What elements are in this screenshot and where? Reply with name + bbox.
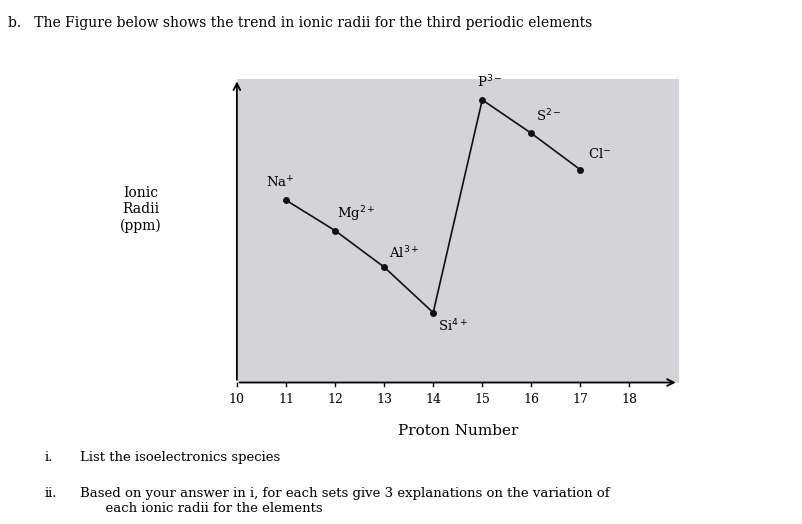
Text: S$^{2-}$: S$^{2-}$ (536, 107, 561, 124)
Text: List the isoelectronics species: List the isoelectronics species (80, 451, 280, 464)
Text: Ionic
Radii
(ppm): Ionic Radii (ppm) (119, 186, 161, 233)
Text: i.: i. (44, 451, 52, 464)
Text: P$^{3-}$: P$^{3-}$ (476, 74, 502, 91)
Text: Al$^{3+}$: Al$^{3+}$ (388, 244, 419, 261)
Text: Based on your answer in i, for each sets give 3 explanations on the variation of: Based on your answer in i, for each sets… (80, 487, 610, 515)
Text: Mg$^{2+}$: Mg$^{2+}$ (337, 205, 375, 224)
Text: Si$^{4+}$: Si$^{4+}$ (438, 318, 468, 334)
Text: Na$^{+}$: Na$^{+}$ (266, 176, 294, 191)
Text: ii.: ii. (44, 487, 57, 500)
Text: Proton Number: Proton Number (397, 424, 517, 439)
Text: b.   The Figure below shows the trend in ionic radii for the third periodic elem: b. The Figure below shows the trend in i… (8, 16, 592, 30)
Text: Cl$^{-}$: Cl$^{-}$ (587, 147, 610, 161)
